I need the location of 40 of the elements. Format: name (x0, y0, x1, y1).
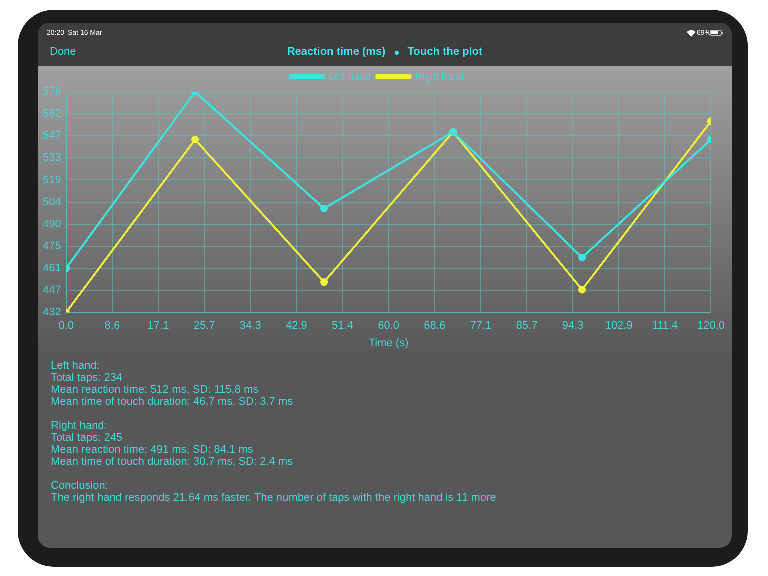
y-tick-label: 576 (42, 86, 62, 98)
text: Conclusion: The right hand responds 21.64 ms faster. The number of taps with the right hand is 11 more (51, 480, 496, 504)
y-tick-label: 519 (42, 174, 62, 186)
x-tick-label: 42.9 (286, 320, 308, 332)
point (578, 286, 586, 294)
x-tick-label: 8.6 (104, 320, 120, 332)
x-tick-label: 120.0 (697, 320, 725, 332)
y-tick-label: 461 (42, 262, 62, 275)
y-tick-label: 432 (42, 306, 62, 319)
point (578, 254, 586, 262)
legend-label: Left hand (328, 72, 371, 83)
x-tick-label: 111.4 (652, 320, 678, 332)
x-tick-label: 68.6 (424, 320, 446, 332)
point (192, 136, 200, 144)
legend-label: Right hand (416, 72, 464, 83)
x-tick-label: 17.1 (148, 320, 170, 332)
x-tick-label: 51.4 (332, 320, 354, 332)
x-axis-title: Time (s) (368, 337, 409, 350)
chart-subtitle: Touch the plot (408, 46, 483, 59)
x-tick-label: 102.9 (605, 320, 633, 332)
y-tick-label: 562 (42, 108, 62, 120)
text: Left hand: Total taps: 234 Mean reaction time: 512 ms, SD: 115.8 ms Mean time of touch duration: 46.7 ms, SD: 3.7 ms (51, 360, 294, 408)
x-tick-label: 85.7 (516, 320, 538, 332)
x-tick-label: 77.1 (470, 320, 492, 332)
point (320, 204, 328, 213)
text: Right hand: Total taps: 245 Mean reaction time: 491 ms, SD: 84.1 ms Mean time of touch duration: 30.7 ms, SD: 2.4 ms (51, 420, 294, 468)
text: Done (50, 46, 76, 59)
y-tick-label: 475 (42, 240, 62, 252)
x-tick-label: 0.0 (58, 320, 74, 332)
chart-title: Reaction time (ms) (287, 46, 386, 59)
y-tick-label: 447 (42, 284, 62, 297)
y-tick-label: 490 (42, 218, 62, 230)
y-tick-label: 533 (42, 152, 62, 164)
point (320, 278, 328, 286)
x-tick-label: 25.7 (194, 320, 216, 332)
y-tick-label: 504 (42, 196, 62, 208)
x-tick-label: 94.3 (562, 320, 584, 332)
x-tick-label: 60.0 (378, 320, 400, 332)
y-tick-label: 547 (42, 130, 62, 142)
x-tick-label: 34.3 (240, 320, 262, 332)
